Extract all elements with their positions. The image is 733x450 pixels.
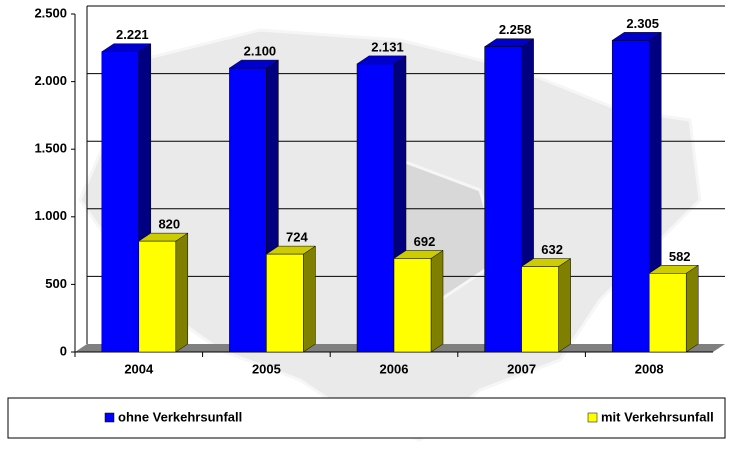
data-label: 2.131 [371,39,404,54]
data-label: 582 [669,249,691,264]
data-label: 2.305 [626,16,659,31]
y-tick-label: 0 [60,343,67,358]
x-tick-label: 2004 [124,361,154,376]
bar-side [685,264,699,353]
y-tick-label: 2.000 [34,73,67,88]
bar [648,264,700,353]
legend-label: ohne Verkehrsunfall [118,409,242,424]
data-label: 692 [414,234,436,249]
bar-side [175,232,189,353]
bar-side [430,249,444,353]
y-tick-label: 2.500 [34,5,67,20]
bar [356,55,407,353]
data-label: 2.100 [244,44,277,59]
data-label: 724 [286,230,308,245]
bar-front [521,266,559,353]
legend-label: mit Verkehrsunfall [601,409,714,424]
bar [393,249,444,353]
bar-front [356,63,395,353]
x-tick-label: 2007 [507,361,536,376]
data-label: 820 [158,217,180,232]
legend-swatch [104,412,115,423]
bar-front [229,67,267,353]
bar [520,258,572,353]
legend-swatch [587,412,598,423]
bar-front [393,258,432,353]
bar-front [484,46,522,353]
bar [265,245,317,353]
bar-side [303,245,316,353]
data-label: 632 [541,242,563,257]
bar-front [611,40,650,353]
y-tick-label: 500 [45,276,67,291]
x-tick-label: 2006 [380,361,409,376]
bar-front [101,51,140,353]
bar-front [266,253,304,353]
x-tick-label: 2005 [252,361,281,376]
bar [137,232,189,353]
legend-box [7,397,726,439]
y-tick-label: 1.500 [34,141,67,156]
data-label: 2.258 [499,22,532,37]
y-tick-label: 1.000 [34,208,67,223]
x-tick-label: 2008 [635,361,664,376]
bar-front [138,240,177,353]
bar-front [648,273,687,353]
bar-side [558,258,571,353]
data-label: 2.221 [116,27,149,42]
